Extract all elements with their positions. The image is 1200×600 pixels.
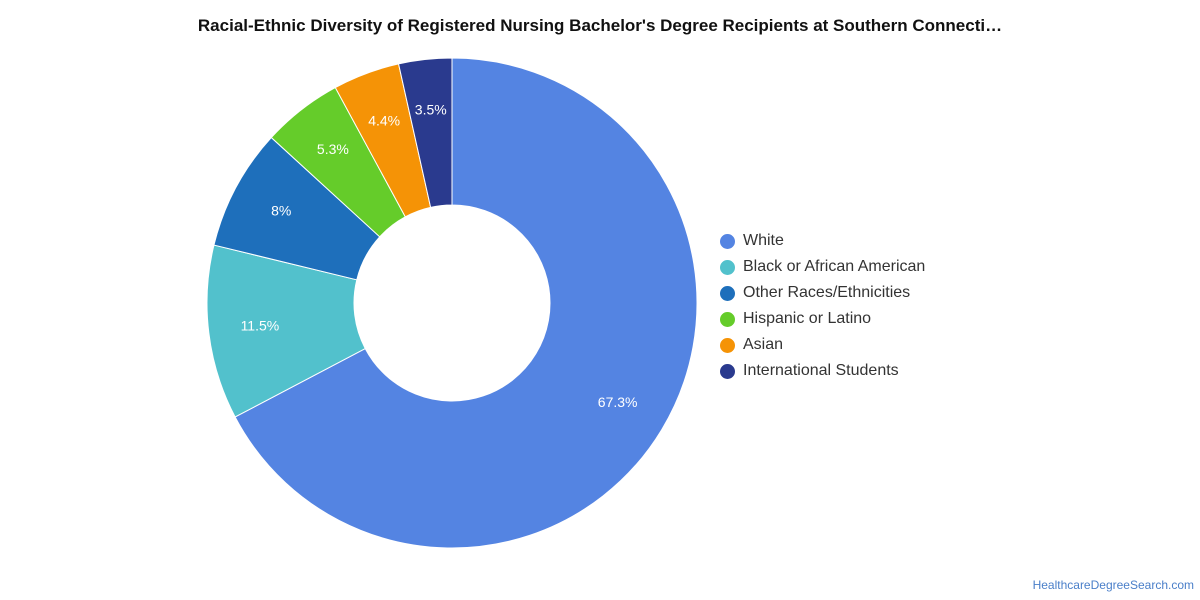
legend-item-hispanic-or-latino[interactable]: Hispanic or Latino	[720, 306, 925, 332]
chart-legend: White Black or African American Other Race…	[720, 228, 925, 384]
legend-swatch	[720, 311, 735, 327]
donut-data-labels: 67.3% 11.5% 8% 5.3% 4.4% 3.5%	[241, 101, 638, 409]
legend-label: Black or African American	[743, 258, 926, 275]
data-label-white: 67.3%	[598, 394, 638, 410]
legend-label: White	[743, 232, 784, 249]
legend-swatch	[720, 285, 735, 301]
legend-label: Other Races/Ethnicities	[743, 284, 911, 301]
data-label-asian: 4.4%	[368, 112, 400, 128]
legend-label: International Students	[743, 362, 899, 379]
slice-white[interactable]	[234, 57, 698, 549]
source-credit[interactable]: HealthcareDegreeSearch.com	[1032, 578, 1194, 592]
legend-item-other-races-ethnicities[interactable]: Other Races/Ethnicities	[720, 280, 925, 306]
legend-swatch	[720, 259, 735, 275]
legend-item-black-or-african-american[interactable]: Black or African American	[720, 254, 925, 280]
slice-black-or-african-american[interactable]	[206, 244, 366, 418]
legend-swatch	[720, 233, 735, 249]
legend-item-asian[interactable]: Asian	[720, 332, 925, 358]
legend-swatch	[720, 337, 735, 353]
legend-swatch	[720, 363, 735, 379]
legend-label: Asian	[743, 336, 784, 353]
chart-title: Racial-Ethnic Diversity of Registered Nu…	[197, 16, 1003, 35]
data-label-hispanic-or-latino: 5.3%	[317, 141, 349, 157]
data-label-other-races-ethnicities: 8%	[271, 203, 291, 219]
data-label-international-students: 3.5%	[415, 101, 447, 117]
legend-item-international-students[interactable]: International Students	[720, 358, 925, 384]
donut-slices	[206, 57, 698, 549]
legend-label: Hispanic or Latino	[743, 310, 872, 327]
slice-international-students[interactable]	[397, 57, 453, 208]
data-label-black-or-african-american: 11.5%	[241, 317, 280, 333]
legend-item-white[interactable]: White	[720, 228, 925, 254]
